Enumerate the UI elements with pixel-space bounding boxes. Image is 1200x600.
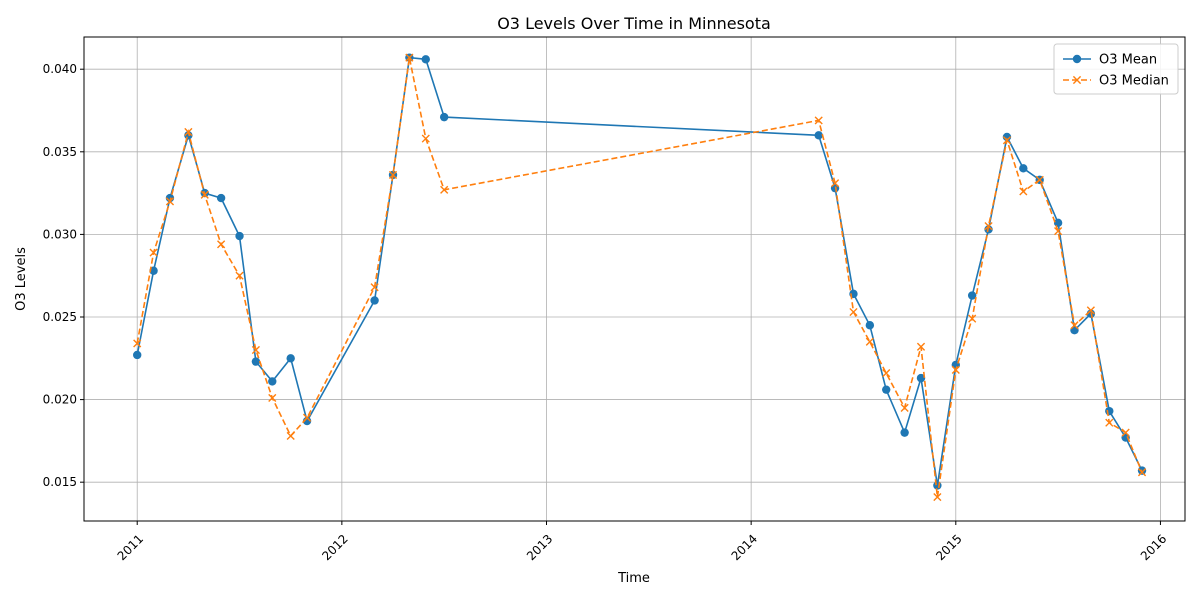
data-point — [1019, 187, 1028, 196]
data-point — [900, 403, 909, 412]
data-point — [268, 377, 277, 386]
grid-lines — [84, 37, 1185, 521]
data-point — [865, 337, 874, 346]
series-layer — [133, 53, 1147, 502]
data-point — [933, 481, 942, 490]
data-point — [133, 350, 142, 360]
data-point — [440, 185, 449, 194]
data-point — [302, 413, 312, 422]
legend-marker — [1072, 54, 1082, 64]
data-point — [1035, 175, 1044, 184]
data-point — [1070, 321, 1079, 330]
data-point — [133, 339, 142, 348]
data-point — [217, 240, 226, 249]
data-point — [251, 345, 260, 355]
legend-label: O3 Median — [1099, 74, 1169, 89]
data-point — [149, 248, 158, 257]
data-point — [439, 112, 449, 122]
series-o3-median — [133, 53, 1147, 502]
data-point — [421, 55, 430, 64]
y-tick-label: 0.025 — [43, 310, 77, 324]
legend: O3 Mean O3 Median — [1053, 43, 1179, 95]
data-point — [216, 193, 226, 203]
data-point — [268, 393, 277, 403]
data-point — [286, 354, 295, 363]
chart-title: O3 Levels Over Time in Minnesota — [497, 14, 771, 33]
data-point — [830, 179, 840, 188]
plot-area-frame — [83, 36, 1186, 522]
data-point — [916, 342, 926, 351]
y-tick-label: 0.030 — [43, 227, 77, 241]
data-point — [1002, 136, 1012, 145]
data-point — [916, 373, 926, 383]
y-tick-label: 0.040 — [43, 62, 77, 76]
data-point — [388, 170, 398, 180]
data-point — [882, 369, 891, 378]
data-point — [865, 321, 875, 330]
data-point — [1137, 468, 1147, 477]
data-point — [967, 291, 977, 300]
y-tick-label: 0.020 — [43, 393, 77, 407]
data-point — [1121, 428, 1130, 437]
series-line — [136, 57, 1143, 498]
data-point — [421, 134, 430, 143]
data-point — [968, 314, 977, 323]
data-point — [286, 431, 295, 441]
data-point — [882, 385, 891, 394]
data-point — [1086, 306, 1095, 315]
data-point — [251, 357, 261, 366]
data-point — [814, 116, 823, 125]
legend-marker — [1072, 75, 1082, 85]
data-point — [1054, 227, 1063, 236]
data-point — [165, 197, 175, 206]
data-point — [814, 131, 823, 140]
y-axis-ticks: 0.015 0.020 0.025 0.030 0.035 0.040 — [43, 62, 84, 489]
data-point — [200, 190, 209, 199]
data-point — [184, 127, 193, 137]
data-point — [405, 53, 414, 62]
data-point — [1105, 418, 1114, 427]
data-point — [849, 307, 858, 317]
data-point — [235, 271, 244, 280]
legend-box — [1053, 43, 1179, 95]
legend-label: O3 Mean — [1099, 53, 1157, 68]
y-tick-label: 0.015 — [43, 475, 77, 489]
data-point — [235, 231, 244, 241]
data-point — [984, 222, 993, 231]
data-point — [900, 428, 909, 437]
y-axis-title: O3 Levels — [14, 247, 29, 311]
data-point — [370, 283, 379, 292]
x-axis-title: Time — [617, 571, 650, 586]
data-point — [1053, 218, 1063, 228]
data-point — [951, 365, 960, 374]
data-point — [933, 492, 942, 502]
data-point — [1105, 406, 1114, 416]
data-point — [1019, 164, 1028, 173]
y-tick-label: 0.035 — [43, 145, 77, 159]
data-point — [370, 296, 379, 305]
